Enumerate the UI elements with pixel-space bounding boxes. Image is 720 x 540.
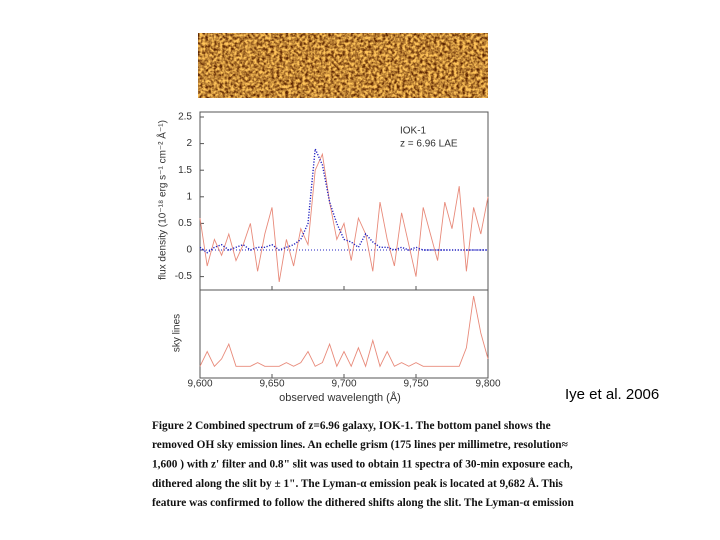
x-tick-label: 9,600 [187,379,212,390]
x-tick-label: 9,700 [331,379,356,390]
y-tick-label: -0.5 [175,271,193,282]
spectrum-image-noise [198,33,488,98]
x-tick-label: 9,650 [259,379,284,390]
y-tick-label: 2 [186,138,192,149]
credit: Iye et al. 2006 [565,386,659,403]
y-tick-label: 1 [186,191,192,202]
bottom-panel-frame [199,289,489,379]
caption-text: The bottom panel shows the [413,420,551,432]
sky-axis-label: sky lines [172,314,183,352]
x-tick-label: 9,750 [403,379,428,390]
x-axis-label: observed wavelength (Å) [279,391,401,404]
x-tick-label: 9,800 [475,379,500,390]
caption-title: Figure 2 Combined spectrum of z=6.96 gal… [152,420,413,432]
caption-line: Figure 2 Combined spectrum of z=6.96 gal… [152,420,551,432]
caption-line: 1,600 ) with z' filter and 0.8" slit was… [152,458,573,470]
y-axis-label: flux density (10⁻¹⁸ erg s⁻¹ cm⁻² Å⁻¹) [156,120,169,280]
annotation: IOK-1 [400,126,427,137]
caption-line: dithered along the slit by ± 1". The Lym… [152,478,563,490]
y-tick-label: 0 [186,245,192,256]
y-tick-label: 2.5 [178,112,192,123]
caption: removed OH sky emission lines. An echell… [152,439,574,509]
caption-line: feature was confirmed to follow the dith… [152,497,574,509]
annotation: z = 6.96 LAE [400,139,458,150]
y-tick-label: 0.5 [178,218,192,229]
caption-line: removed OH sky emission lines. An echell… [152,439,568,451]
y-tick-label: 1.5 [178,165,192,176]
series-line [199,146,488,254]
series-line [199,295,489,368]
series-line [199,152,489,282]
